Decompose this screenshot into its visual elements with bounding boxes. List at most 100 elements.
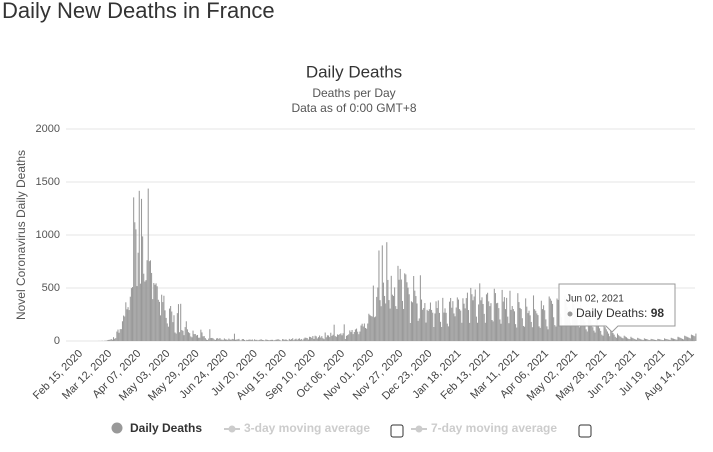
bar <box>156 286 158 341</box>
bar <box>247 340 249 341</box>
bar <box>678 337 680 341</box>
legend-checkbox[interactable] <box>578 424 592 438</box>
bar <box>207 340 209 341</box>
bar <box>658 339 660 341</box>
bar <box>434 313 436 341</box>
legend-label[interactable]: Daily Deaths <box>130 421 202 435</box>
bar <box>138 190 140 341</box>
bar <box>201 332 203 341</box>
bar <box>504 309 507 341</box>
bar <box>143 273 145 341</box>
bar <box>553 317 555 341</box>
bar <box>548 296 550 341</box>
bar <box>557 299 559 341</box>
bar <box>248 339 250 341</box>
bar <box>125 302 127 341</box>
bar <box>238 338 240 341</box>
bar <box>669 339 671 341</box>
bar <box>419 275 421 341</box>
bar <box>622 338 624 341</box>
bar <box>231 338 233 341</box>
bar <box>695 333 697 341</box>
tooltip-label: Daily Deaths: <box>576 306 647 320</box>
bar <box>667 339 669 341</box>
bar <box>694 336 696 341</box>
bar <box>208 338 210 341</box>
bar <box>171 311 173 341</box>
bar <box>643 338 645 341</box>
bar <box>466 292 468 341</box>
bar <box>602 335 604 341</box>
bar <box>349 330 351 341</box>
bar <box>634 339 636 341</box>
bar <box>502 301 504 341</box>
bar <box>175 333 177 341</box>
bar <box>333 324 335 341</box>
bar <box>331 335 333 341</box>
bar <box>167 326 169 341</box>
bar <box>244 339 246 341</box>
bar <box>465 298 467 341</box>
chart-title: Daily Deaths <box>306 62 402 81</box>
bar <box>376 296 378 341</box>
bar <box>161 294 163 341</box>
bar <box>221 339 223 341</box>
bar <box>240 340 242 341</box>
bar <box>423 308 425 341</box>
bar <box>154 284 156 341</box>
bar <box>407 287 409 341</box>
bar <box>121 321 123 341</box>
bar <box>640 339 642 341</box>
bar <box>147 188 149 341</box>
bar <box>368 313 370 341</box>
bar <box>550 300 552 341</box>
bar <box>526 306 528 341</box>
chart-subtitle: Data as of 0:00 GMT+8 <box>291 101 416 115</box>
bar <box>690 334 692 341</box>
legend-label[interactable]: 3-day moving average <box>244 421 370 435</box>
bar <box>521 318 523 341</box>
bar <box>552 303 554 341</box>
bar <box>260 339 262 341</box>
bar <box>500 323 502 341</box>
bar <box>291 339 293 341</box>
bar <box>390 275 392 341</box>
bar <box>116 331 118 341</box>
tooltip-date: Jun 02, 2021 <box>566 294 624 305</box>
bar <box>524 326 526 341</box>
bar <box>648 339 650 341</box>
bar <box>345 335 347 341</box>
bar <box>278 339 280 341</box>
bar <box>316 338 318 341</box>
legend-label[interactable]: 7-day moving average <box>431 421 557 435</box>
bar <box>320 337 322 341</box>
x-tick-label: Feb 15, 2020 <box>31 348 85 402</box>
bar <box>385 303 387 341</box>
bar <box>367 323 369 341</box>
bar <box>447 326 449 341</box>
bar <box>665 338 667 341</box>
bar <box>614 336 616 341</box>
bar <box>129 296 131 341</box>
bar <box>628 338 630 341</box>
bar <box>592 327 594 341</box>
bar <box>370 316 372 341</box>
bar <box>459 309 461 341</box>
legend-checkbox[interactable] <box>390 424 404 438</box>
bar <box>522 325 524 341</box>
bar <box>246 339 248 341</box>
bar <box>440 321 442 341</box>
bar <box>303 338 305 341</box>
bar <box>315 336 317 341</box>
bar <box>371 316 373 341</box>
bar <box>174 332 176 341</box>
bar <box>498 308 500 341</box>
bar <box>624 336 626 341</box>
bar <box>236 339 238 341</box>
bar <box>414 290 416 341</box>
bar <box>405 274 407 341</box>
bar <box>400 279 402 341</box>
bar <box>530 321 532 341</box>
bar <box>680 338 682 341</box>
